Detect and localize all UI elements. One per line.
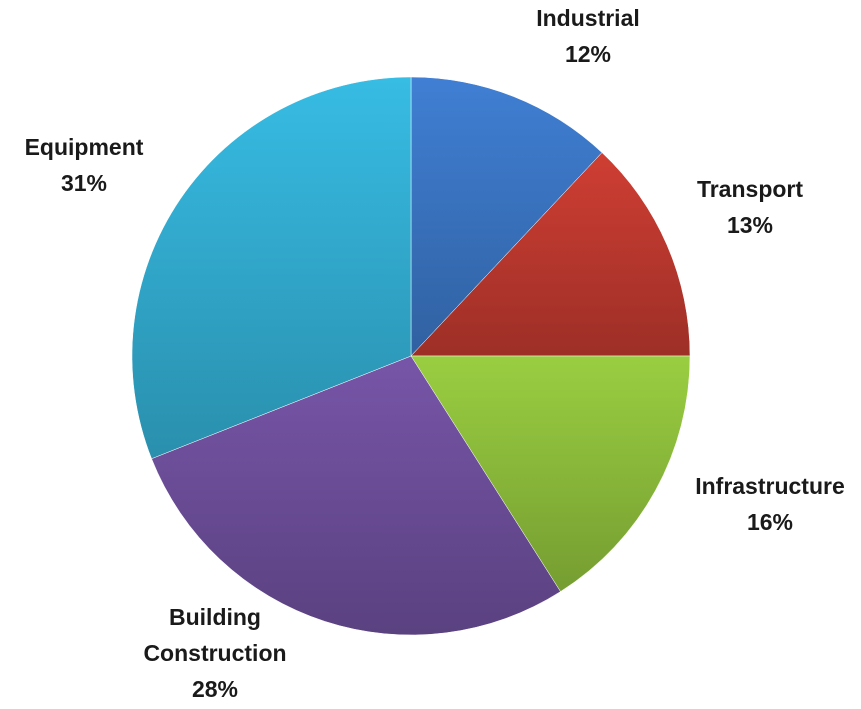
slice-label-industrial: Industrial 12% xyxy=(536,5,640,67)
slice-label-name: Infrastructure xyxy=(695,473,845,499)
slice-label-percent: 16% xyxy=(747,509,793,535)
slice-label-name: Transport xyxy=(697,176,803,202)
pie-labels: Industrial 12% Transport 13% Infrastructure 1… xyxy=(25,5,845,702)
slice-label-percent: 28% xyxy=(192,676,238,702)
slice-label-percent: 12% xyxy=(565,41,611,67)
pie-slices xyxy=(131,76,691,636)
pie-slice-infrastructure xyxy=(410,355,691,592)
slice-label-percent: 13% xyxy=(727,212,773,238)
pie-slice-equipment xyxy=(131,76,412,460)
slice-label-name: Building xyxy=(169,604,261,630)
slice-label-transport: Transport 13% xyxy=(697,176,803,238)
slice-label-name: Construction xyxy=(143,640,286,666)
pie-slice-building-construction xyxy=(151,355,561,636)
slice-label-infrastructure: Infrastructure 16% xyxy=(695,473,845,535)
pie-slice-industrial xyxy=(410,76,603,357)
slice-label-percent: 31% xyxy=(61,170,107,196)
slice-label-name: Equipment xyxy=(25,134,144,160)
pie-slice-transport xyxy=(410,152,691,357)
slice-label-building-construction: Building Construction 28% xyxy=(143,604,286,702)
slice-label-name: Industrial xyxy=(536,5,640,31)
slice-label-equipment: Equipment 31% xyxy=(25,134,144,196)
